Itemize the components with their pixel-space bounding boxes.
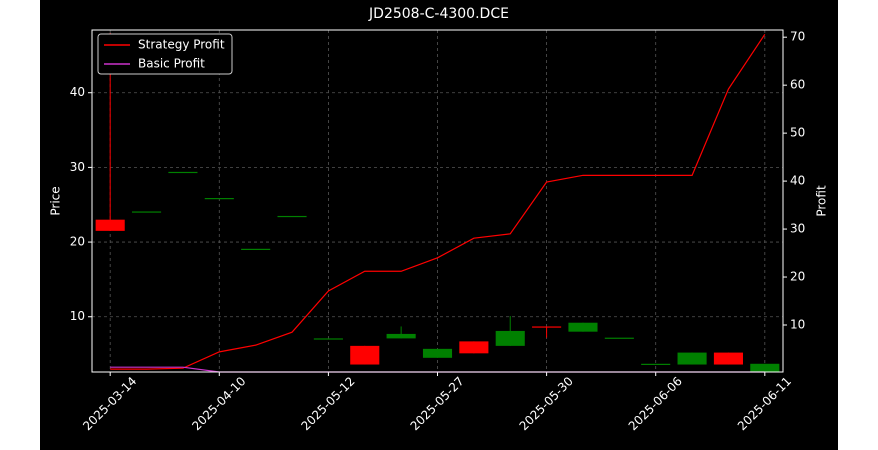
y-tick-label: 20 [70, 235, 85, 249]
candle-body [350, 345, 380, 365]
candle-body [604, 337, 634, 339]
candle-body [459, 341, 489, 354]
candle-body [277, 215, 307, 218]
candle-body [750, 363, 780, 372]
y2-tick-label: 30 [790, 222, 805, 236]
legend-box [97, 33, 233, 75]
candle-body [568, 322, 598, 332]
y-tick-label: 10 [70, 309, 85, 323]
candle-body [241, 248, 271, 250]
legend-label: Basic Profit [138, 57, 205, 71]
chart-title: JD2508-C-4300.DCE [368, 6, 509, 22]
profit-line [110, 33, 766, 370]
y2-tick-label: 10 [790, 317, 805, 331]
candle-body [713, 352, 743, 365]
y2-tick-label: 70 [790, 30, 805, 44]
legend-label: Strategy Profit [138, 38, 225, 52]
candle-body [495, 330, 525, 346]
y2-tick-label: 40 [790, 174, 805, 188]
candle-body [532, 326, 562, 328]
plot-frame [91, 29, 784, 373]
y-tick-label: 40 [70, 85, 85, 99]
background [40, 0, 838, 450]
candle-body [132, 211, 162, 213]
candle-body [422, 348, 453, 358]
y2-tick-label: 60 [790, 78, 805, 92]
candle-body [386, 333, 416, 339]
y2-tick-label: 20 [790, 270, 805, 284]
candle-body [204, 198, 234, 200]
candle-body [95, 219, 125, 231]
candle-body [313, 338, 343, 340]
candle-body [641, 363, 671, 365]
y-tick-label: 30 [70, 160, 85, 174]
y-axis-label: Price [49, 186, 63, 215]
candle-body [168, 171, 198, 174]
y2-axis-label: Profit [815, 185, 829, 217]
y2-tick-label: 50 [790, 126, 805, 140]
candle-body [677, 352, 707, 365]
